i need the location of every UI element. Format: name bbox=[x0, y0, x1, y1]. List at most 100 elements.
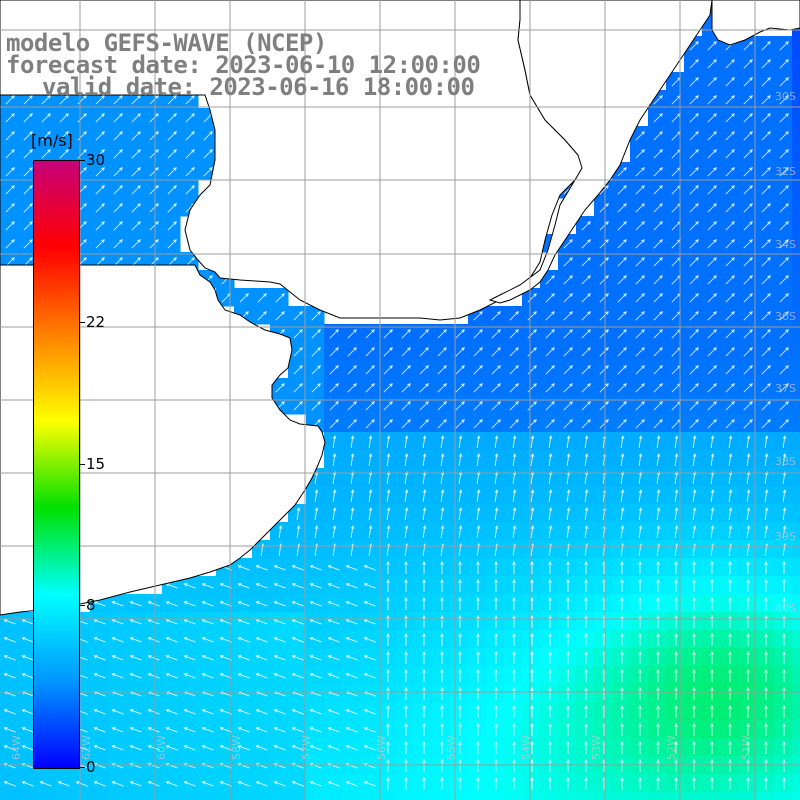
field-cell bbox=[756, 252, 775, 271]
field-cell bbox=[288, 792, 307, 800]
wind-arrow bbox=[509, 329, 519, 339]
field-cell bbox=[486, 630, 505, 649]
wind-arrow bbox=[327, 637, 340, 643]
wind-arrow bbox=[458, 453, 463, 466]
wind-arrow bbox=[309, 583, 322, 589]
wind-arrow bbox=[674, 705, 678, 718]
field-cell bbox=[432, 720, 451, 739]
wind-arrow bbox=[710, 633, 714, 646]
wind-arrow bbox=[692, 723, 696, 736]
wind-arrow bbox=[782, 741, 786, 754]
field-cell bbox=[756, 720, 775, 739]
wind-arrow bbox=[5, 113, 15, 123]
field-cell bbox=[702, 792, 721, 800]
field-cell bbox=[486, 684, 505, 703]
wind-arrow bbox=[710, 597, 714, 610]
wind-arrow bbox=[440, 579, 444, 592]
wind-arrow bbox=[476, 597, 480, 610]
field-cell bbox=[792, 234, 800, 253]
field-cell bbox=[666, 360, 685, 379]
field-cell bbox=[18, 144, 37, 163]
wind-arrow bbox=[566, 525, 571, 538]
field-cell bbox=[648, 774, 667, 793]
field-cell bbox=[666, 306, 685, 325]
field-cell bbox=[684, 162, 703, 181]
wind-arrow bbox=[309, 745, 322, 751]
wind-arrow bbox=[581, 329, 591, 339]
field-cell bbox=[504, 774, 523, 793]
field-cell bbox=[720, 126, 739, 145]
field-cell bbox=[558, 684, 577, 703]
wind-arrow bbox=[183, 673, 196, 679]
field-cell bbox=[522, 360, 541, 379]
wind-arrow bbox=[296, 525, 301, 538]
wind-arrow bbox=[473, 347, 483, 357]
wind-arrow bbox=[368, 453, 373, 466]
wind-arrow bbox=[635, 383, 645, 393]
wind-arrow bbox=[653, 275, 663, 285]
field-cell bbox=[594, 324, 613, 343]
field-cell bbox=[540, 306, 559, 325]
field-cell bbox=[324, 396, 343, 415]
field-cell bbox=[306, 522, 325, 541]
field-cell bbox=[756, 144, 775, 163]
field-cell bbox=[774, 720, 793, 739]
field-cell bbox=[306, 396, 325, 415]
wind-arrow bbox=[147, 709, 160, 715]
field-cell bbox=[666, 684, 685, 703]
field-cell bbox=[360, 792, 379, 800]
field-cell bbox=[630, 270, 649, 289]
field-cell bbox=[450, 378, 469, 397]
wind-arrow bbox=[494, 705, 498, 718]
wind-arrow bbox=[203, 149, 213, 159]
field-cell bbox=[360, 360, 379, 379]
wind-arrow bbox=[404, 633, 408, 646]
field-cell bbox=[378, 540, 397, 559]
field-cell bbox=[504, 504, 523, 523]
field-cell bbox=[450, 594, 469, 613]
wind-arrow bbox=[183, 637, 196, 643]
wind-arrow bbox=[566, 633, 570, 646]
wind-arrow bbox=[689, 203, 699, 213]
wind-arrow bbox=[404, 759, 408, 772]
field-cell bbox=[774, 396, 793, 415]
wind-arrow bbox=[530, 633, 534, 646]
field-cell bbox=[342, 324, 361, 343]
field-cell bbox=[360, 522, 379, 541]
field-cell bbox=[72, 108, 91, 127]
wind-arrow bbox=[5, 149, 15, 159]
field-cell bbox=[198, 792, 217, 800]
field-cell bbox=[738, 486, 757, 505]
wind-arrow bbox=[201, 745, 214, 751]
wind-arrow bbox=[5, 239, 15, 249]
wind-arrow bbox=[458, 579, 462, 592]
field-cell bbox=[450, 666, 469, 685]
field-cell bbox=[630, 576, 649, 595]
field-cell bbox=[360, 378, 379, 397]
wind-arrow bbox=[710, 579, 714, 592]
field-cell bbox=[666, 270, 685, 289]
field-cell bbox=[648, 738, 667, 757]
wind-arrow bbox=[581, 275, 591, 285]
wind-arrow bbox=[617, 221, 627, 231]
field-cell bbox=[792, 630, 800, 649]
field-cell bbox=[594, 252, 613, 271]
wind-arrow bbox=[494, 741, 498, 754]
wind-arrow bbox=[422, 435, 427, 448]
wind-arrow bbox=[491, 329, 501, 339]
wind-arrow bbox=[782, 507, 787, 520]
field-cell bbox=[360, 450, 379, 469]
wind-arrow bbox=[131, 167, 141, 177]
field-cell bbox=[540, 702, 559, 721]
wind-arrow bbox=[23, 239, 33, 249]
field-cell bbox=[594, 504, 613, 523]
wind-arrow bbox=[530, 453, 535, 466]
wind-arrow bbox=[779, 365, 789, 375]
field-cell bbox=[684, 108, 703, 127]
wind-arrow bbox=[563, 311, 573, 321]
field-cell bbox=[486, 342, 505, 361]
wind-arrow bbox=[584, 669, 588, 682]
field-cell bbox=[594, 216, 613, 235]
wind-arrow bbox=[584, 579, 588, 592]
wind-arrow bbox=[273, 745, 286, 751]
